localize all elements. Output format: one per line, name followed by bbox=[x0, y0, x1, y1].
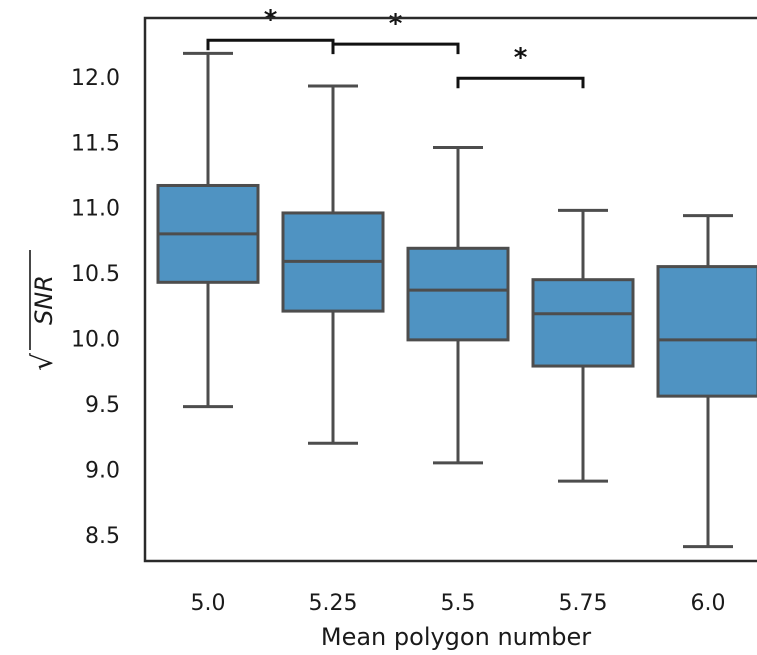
significance-layer: * * * bbox=[206, 5, 585, 89]
y-axis-title-text: SNR bbox=[30, 275, 58, 325]
x-axis-title: Mean polygon number bbox=[321, 623, 591, 651]
box-group-5.75 bbox=[531, 208, 635, 483]
y-tick-label: 11.0 bbox=[71, 197, 120, 222]
x-tick-labels: 5.0 5.25 5.5 5.75 6.0 bbox=[191, 591, 726, 616]
y-axis-title-radical: √ bbox=[26, 353, 59, 371]
boxes-layer bbox=[156, 51, 757, 549]
y-tick-label: 9.0 bbox=[85, 458, 120, 483]
x-tick-label: 5.0 bbox=[191, 591, 226, 616]
significance-star: * bbox=[389, 9, 403, 39]
significance-bracket-3: * bbox=[456, 43, 585, 89]
significance-bracket-1: * bbox=[206, 5, 335, 51]
box-iqr bbox=[656, 265, 757, 398]
y-tick-label: 9.5 bbox=[85, 393, 120, 418]
box-iqr bbox=[531, 278, 635, 368]
box-group-6.0 bbox=[656, 214, 757, 549]
x-tick-label: 6.0 bbox=[691, 591, 726, 616]
y-tick-labels: 8.5 9.0 9.5 10.0 10.5 11.0 11.5 12.0 bbox=[71, 66, 120, 549]
y-tick-label: 10.0 bbox=[71, 328, 120, 353]
plot-frame bbox=[143, 16, 757, 563]
y-tick-label: 11.5 bbox=[71, 131, 120, 156]
box-group-5.0 bbox=[156, 51, 260, 409]
x-tick-label: 5.5 bbox=[441, 591, 476, 616]
x-tick-label: 5.25 bbox=[309, 591, 358, 616]
y-tick-label: 10.5 bbox=[71, 262, 120, 287]
box-group-5.5 bbox=[406, 146, 510, 465]
bracket-line bbox=[206, 38, 335, 51]
significance-star: * bbox=[264, 5, 278, 35]
box-iqr bbox=[406, 246, 510, 342]
bracket-line bbox=[456, 76, 585, 89]
y-tick-label: 12.0 bbox=[71, 66, 120, 91]
bracket-line bbox=[331, 42, 460, 55]
y-axis-title: √ SNR bbox=[26, 250, 59, 371]
x-tick-label: 5.75 bbox=[559, 591, 608, 616]
significance-star: * bbox=[514, 43, 528, 73]
significance-bracket-2: * bbox=[331, 9, 460, 55]
box-group-5.25 bbox=[281, 84, 385, 445]
y-tick-label: 8.5 bbox=[85, 524, 120, 549]
